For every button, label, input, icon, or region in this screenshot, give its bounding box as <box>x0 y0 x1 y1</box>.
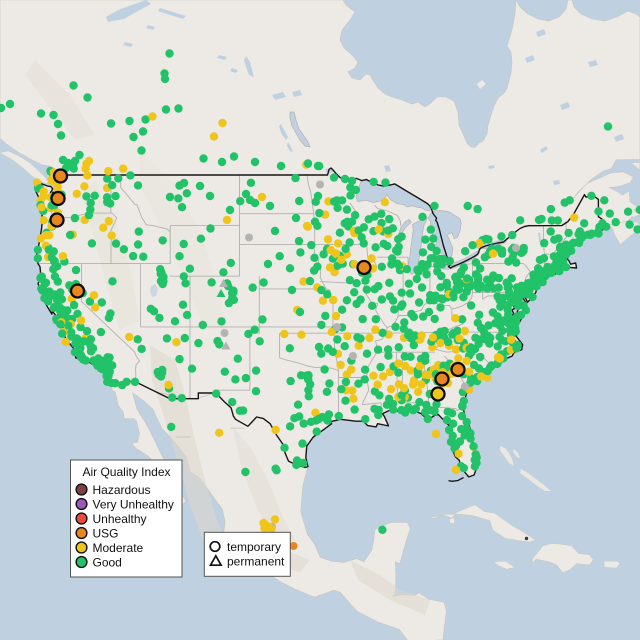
svg-text:Hazardous: Hazardous <box>93 483 151 497</box>
svg-text:temporary: temporary <box>227 540 281 554</box>
svg-text:USG: USG <box>93 527 119 541</box>
svg-text:Good: Good <box>93 556 122 570</box>
svg-text:Moderate: Moderate <box>93 541 144 555</box>
svg-text:Unhealthy: Unhealthy <box>93 512 147 526</box>
svg-text:Very Unhealthy: Very Unhealthy <box>93 498 174 512</box>
svg-text:Air Quality Index: Air Quality Index <box>82 465 170 479</box>
svg-text:permanent: permanent <box>227 555 285 569</box>
